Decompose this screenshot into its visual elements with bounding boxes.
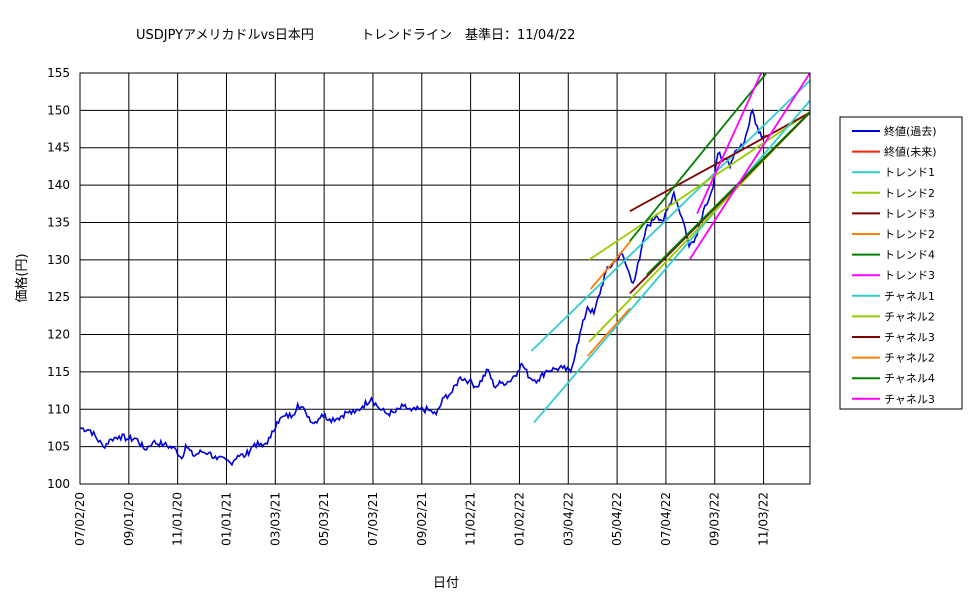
y-tick-label: 120 <box>47 328 70 342</box>
series-close-past <box>80 108 765 467</box>
legend-entry: 終値(過去) <box>884 124 937 138</box>
series-line-12 <box>646 111 810 276</box>
legend-entry: チャネル2 <box>884 352 935 365</box>
legend-box <box>839 116 963 410</box>
x-tick-labels: 07/02/20 09/01/20 11/01/20 01/01/21 03/03/21… <box>73 492 771 546</box>
gridlines <box>79 72 810 485</box>
x-tick-label: 09/03/22 <box>708 492 722 546</box>
chart-title-sub: トレンドライン 基準日：11/04/22 <box>361 27 575 43</box>
series-line-7 <box>696 73 763 214</box>
y-tick-label: 105 <box>47 440 70 454</box>
x-tick-label: 01/01/21 <box>219 492 233 546</box>
x-tick-label: 03/03/21 <box>268 492 282 546</box>
y-tick-label: 115 <box>47 365 70 379</box>
y-axis-label: 価格(円) <box>14 253 30 302</box>
x-axis-label: 日付 <box>433 576 459 591</box>
legend-entry: チャネル3 <box>884 331 935 344</box>
x-tick-label: 05/03/21 <box>317 492 331 546</box>
legend-entry: チャネル4 <box>884 372 935 385</box>
series-lines <box>80 73 810 467</box>
x-tick-label: 11/02/21 <box>464 492 478 546</box>
series-line-8 <box>533 100 810 424</box>
y-tick-label: 135 <box>47 215 70 229</box>
x-tick-label: 05/04/22 <box>610 492 624 546</box>
x-tick-label: 03/04/22 <box>561 492 575 546</box>
x-tick-label: 09/01/20 <box>122 492 136 546</box>
series-line-5 <box>590 240 632 290</box>
y-tick-label: 155 <box>47 66 70 80</box>
legend-entry: トレンド2 <box>884 187 935 200</box>
x-tick-label: 07/03/21 <box>366 492 380 546</box>
series-line-3 <box>588 111 810 261</box>
y-tick-label: 125 <box>47 290 70 304</box>
legend-entry: トレンド3 <box>884 269 935 282</box>
y-tick-label: 140 <box>47 178 70 192</box>
x-tick-label: 11/03/22 <box>757 492 771 546</box>
x-tick-label: 09/02/21 <box>415 492 429 546</box>
y-tick-label: 100 <box>47 477 70 491</box>
legend: 終値(過去) 終値(未来) トレンド1 トレンド2 トレンド3 トレンド2 トレンド4 トレン… <box>839 116 963 410</box>
series-line-11 <box>586 307 631 357</box>
series-line-6 <box>629 73 767 242</box>
legend-entry: トレンド3 <box>884 207 935 220</box>
y-tick-label: 110 <box>47 402 70 416</box>
x-tick-label: 01/02/22 <box>512 492 526 546</box>
series-line-2 <box>530 79 810 352</box>
y-tick-labels: 100 105 110 115 120 125 130 135 140 145 150 155 <box>47 66 70 491</box>
legend-entry: チャネル3 <box>884 393 935 406</box>
y-tick-label: 130 <box>47 253 70 267</box>
chart-title-main: USDJPYアメリカドルvs日本円 <box>136 28 314 43</box>
legend-entry: トレンド4 <box>884 249 935 262</box>
legend-entry: チャネル1 <box>884 290 935 303</box>
legend-entry: トレンド2 <box>884 228 935 241</box>
legend-entry: 終値(未来) <box>884 145 937 159</box>
x-tick-label: 11/01/20 <box>171 492 185 546</box>
x-tick-label: 07/02/20 <box>73 492 87 546</box>
series-line-13 <box>689 73 810 260</box>
y-tick-label: 145 <box>47 141 70 155</box>
x-tick-label: 07/04/22 <box>659 492 673 546</box>
legend-entry: チャネル2 <box>884 310 935 323</box>
y-tick-label: 150 <box>47 103 70 117</box>
legend-entry: トレンド1 <box>884 166 935 179</box>
plot-area-border <box>79 72 811 485</box>
